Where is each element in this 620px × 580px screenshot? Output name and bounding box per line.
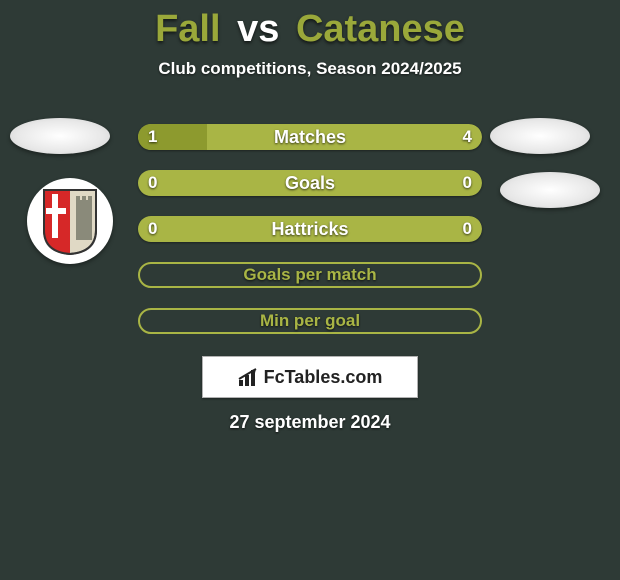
- stat-row: Goals0 0: [138, 170, 482, 196]
- bar-left-value: 0: [148, 170, 157, 196]
- bar-left-value: 0: [148, 216, 157, 242]
- bar-label: Matches: [138, 124, 482, 150]
- player1-club-badge: [27, 178, 113, 264]
- bar-right-value: 4: [463, 124, 472, 150]
- shield-icon: [40, 186, 100, 256]
- vs-text: vs: [237, 8, 279, 50]
- bar-container: Goals0 0: [138, 170, 482, 196]
- stat-row: Goals per match: [138, 262, 482, 288]
- branding-box[interactable]: FcTables.com: [202, 356, 418, 398]
- bar-label: Goals: [138, 170, 482, 196]
- page-title: Fall vs Catanese: [0, 0, 620, 51]
- stat-row: Matches1 4: [138, 124, 482, 150]
- player1-name: Fall: [155, 8, 220, 50]
- player2-name: Catanese: [296, 8, 465, 50]
- stat-row: Min per goal: [138, 308, 482, 334]
- bar-right-value: 0: [463, 170, 472, 196]
- stat-row: Hattricks0 0: [138, 216, 482, 242]
- bar-left-value: 1: [148, 124, 157, 150]
- bar-empty: Goals per match: [138, 262, 482, 288]
- bar-container: Hattricks0 0: [138, 216, 482, 242]
- stats-bars: Matches14Goals00Hattricks00Goals per mat…: [138, 124, 482, 354]
- player1-badge: [10, 118, 110, 154]
- subtitle: Club competitions, Season 2024/2025: [0, 59, 620, 79]
- bar-container: Matches1 4: [138, 124, 482, 150]
- date-text: 27 september 2024: [0, 412, 620, 433]
- player2-badge: [490, 118, 590, 154]
- bar-right-value: 0: [463, 216, 472, 242]
- player2-club-placeholder: [500, 172, 600, 208]
- signal-icon: [238, 367, 260, 387]
- bar-empty: Min per goal: [138, 308, 482, 334]
- bar-label: Hattricks: [138, 216, 482, 242]
- branding-text: FcTables.com: [264, 367, 383, 388]
